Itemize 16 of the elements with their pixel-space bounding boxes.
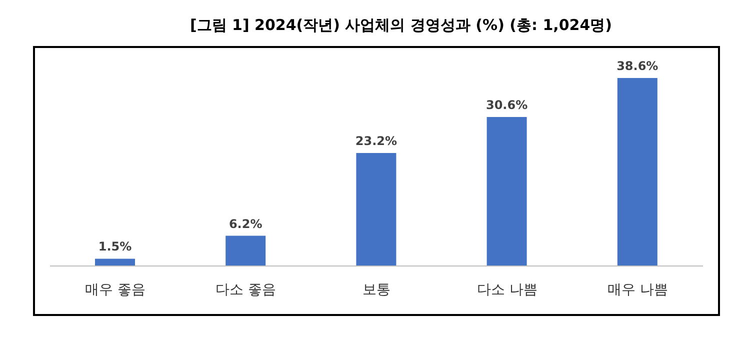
bar bbox=[95, 258, 135, 266]
x-tick-label: 매우 좋음 bbox=[85, 282, 146, 298]
x-tick-label: 다소 나쁨 bbox=[476, 282, 538, 298]
bar bbox=[486, 116, 527, 266]
data-label: 1.5% bbox=[98, 240, 132, 254]
x-tick-label: 매우 나쁨 bbox=[607, 282, 668, 298]
chart-title: [그림 1] 2024(작년) 사업체의 경영성과 (%) (총: 1,024명) bbox=[188, 15, 614, 36]
x-tick-label: 보통 bbox=[362, 282, 390, 298]
bar bbox=[226, 236, 266, 266]
data-label: 23.2% bbox=[355, 134, 398, 148]
data-label: 30.6% bbox=[486, 98, 528, 112]
bar bbox=[617, 78, 658, 266]
x-tick-label: 다소 좋음 bbox=[216, 282, 276, 298]
data-label: 6.2% bbox=[228, 216, 262, 231]
data-label: 38.6% bbox=[616, 59, 658, 73]
bar bbox=[356, 153, 396, 266]
